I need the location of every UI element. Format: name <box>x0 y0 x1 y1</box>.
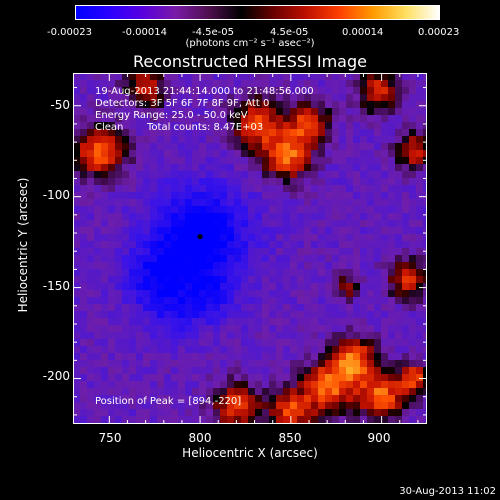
colorbar-tick: -0.00023 <box>47 27 92 38</box>
heatmap-image <box>73 73 427 424</box>
y-tick-label: -100 <box>42 188 70 202</box>
colorbar-tick: -4.5e-05 <box>192 27 234 38</box>
colorbar-tick: 4.5e-05 <box>270 27 309 38</box>
energy-range-label: Energy Range: 25.0 - 50.0 keV <box>95 110 248 121</box>
plot-frame <box>73 73 427 424</box>
y-axis-label: Heliocentric Y (arcsec) <box>16 177 30 313</box>
x-tick-label: 800 <box>188 431 212 445</box>
y-tick-label: -200 <box>42 369 70 383</box>
center-marker <box>197 234 203 240</box>
colorbar-tick: 0.00014 <box>342 27 384 38</box>
colorbar-tick: -0.00014 <box>122 27 167 38</box>
y-tick-label: -50 <box>50 98 70 112</box>
colorbar-tick: 0.00023 <box>418 27 460 38</box>
colorbar-units: (photons cm⁻² s⁻¹ asec⁻²) <box>185 38 315 49</box>
x-axis-label: Heliocentric X (arcsec) <box>182 446 318 460</box>
axis-ticks <box>73 73 427 424</box>
x-tick-label: 900 <box>367 431 391 445</box>
plot-title: Reconstructed RHESSI Image <box>133 52 367 71</box>
y-tick-label: -150 <box>42 279 70 293</box>
colorbar <box>75 5 440 20</box>
peak-position-label: Position of Peak = [894,-220] <box>95 396 242 407</box>
x-tick-label: 750 <box>98 431 122 445</box>
clean-label: Clean <box>95 122 124 133</box>
x-tick-label: 850 <box>278 431 302 445</box>
timestamp: 30-Aug-2013 11:02 <box>399 486 496 497</box>
total-counts-label: Total counts: 8.47E+03 <box>147 122 264 133</box>
heatmap-cells <box>73 73 427 424</box>
time-range-label: 19-Aug-2013 21:44:14.000 to 21:48:56.000 <box>95 86 314 97</box>
detectors-label: Detectors: 3F 5F 6F 7F 8F 9F, Att 0 <box>95 98 270 109</box>
